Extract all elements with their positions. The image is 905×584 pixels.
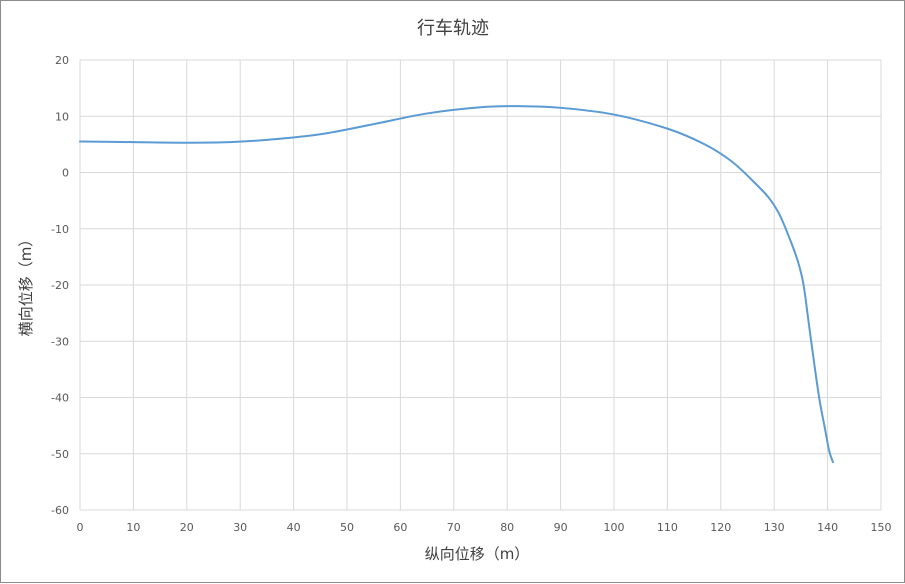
y-tick-label: -60: [51, 504, 69, 517]
x-tick-label: 140: [817, 521, 838, 534]
x-tick-label: 30: [233, 521, 247, 534]
y-tick-label: 0: [62, 167, 69, 180]
x-tick-label: 60: [393, 521, 407, 534]
y-tick-label: 10: [55, 110, 69, 123]
y-tick-label: -20: [51, 279, 69, 292]
y-tick-label: -40: [51, 392, 69, 405]
x-tick-label: 70: [447, 521, 461, 534]
grid: [79, 59, 882, 511]
x-tick-label: 40: [287, 521, 301, 534]
x-axis-title: 纵向位移（m）: [425, 545, 530, 563]
y-axis-title: 横向位移（m）: [17, 232, 35, 337]
x-tick-label: 0: [77, 521, 84, 534]
series-layer: [79, 105, 834, 464]
tick-labels: 0 10 20 30 40 50 60 70 80 90 100 110 120 130 140 150201…: [51, 54, 891, 534]
x-tick-label: 120: [710, 521, 731, 534]
x-tick-label: 100: [604, 521, 625, 534]
x-tick-label: 130: [764, 521, 785, 534]
x-tick-label: 20: [180, 521, 194, 534]
x-tick-label: 80: [500, 521, 514, 534]
x-tick-label: 50: [340, 521, 354, 534]
x-tick-label: 150: [871, 521, 892, 534]
chart-title: 行车轨迹: [417, 18, 489, 39]
y-tick-label: 20: [55, 54, 69, 67]
x-tick-label: 10: [126, 521, 140, 534]
x-tick-label: 110: [657, 521, 678, 534]
trajectory-line: [79, 105, 834, 464]
x-tick-label: 90: [554, 521, 568, 534]
y-tick-label: -10: [51, 223, 69, 236]
y-tick-label: -30: [51, 335, 69, 348]
y-tick-label: -50: [51, 448, 69, 461]
